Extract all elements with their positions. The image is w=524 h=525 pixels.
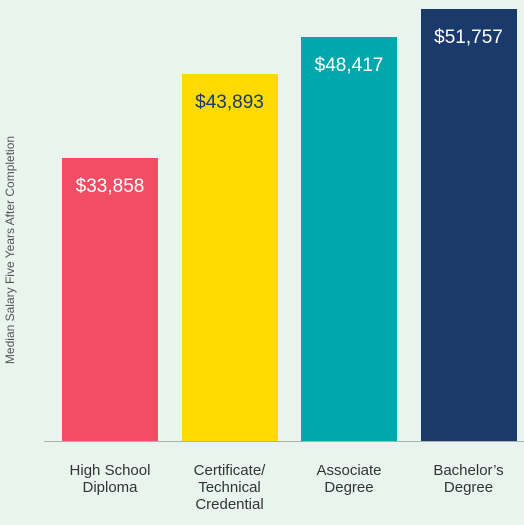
x-tick-label: Bachelor’s Degree: [433, 462, 504, 496]
bar: [420, 8, 517, 441]
value-label: $33,858: [75, 176, 145, 198]
bar: [181, 74, 278, 441]
x-tick-label: Certificate/ Technical Credential: [193, 462, 266, 513]
value-label: $43,893: [195, 92, 264, 114]
y-axis-label: Median Salary Five Years After Completio…: [3, 135, 17, 365]
bar: [301, 36, 397, 441]
value-label: $48,417: [314, 54, 384, 76]
bar: [62, 158, 158, 441]
x-axis-line: [44, 441, 524, 442]
x-tick-label: Associate Degree: [316, 462, 382, 496]
x-tick-label: High School Diploma: [69, 462, 151, 496]
value-label: $51,757: [434, 26, 503, 48]
